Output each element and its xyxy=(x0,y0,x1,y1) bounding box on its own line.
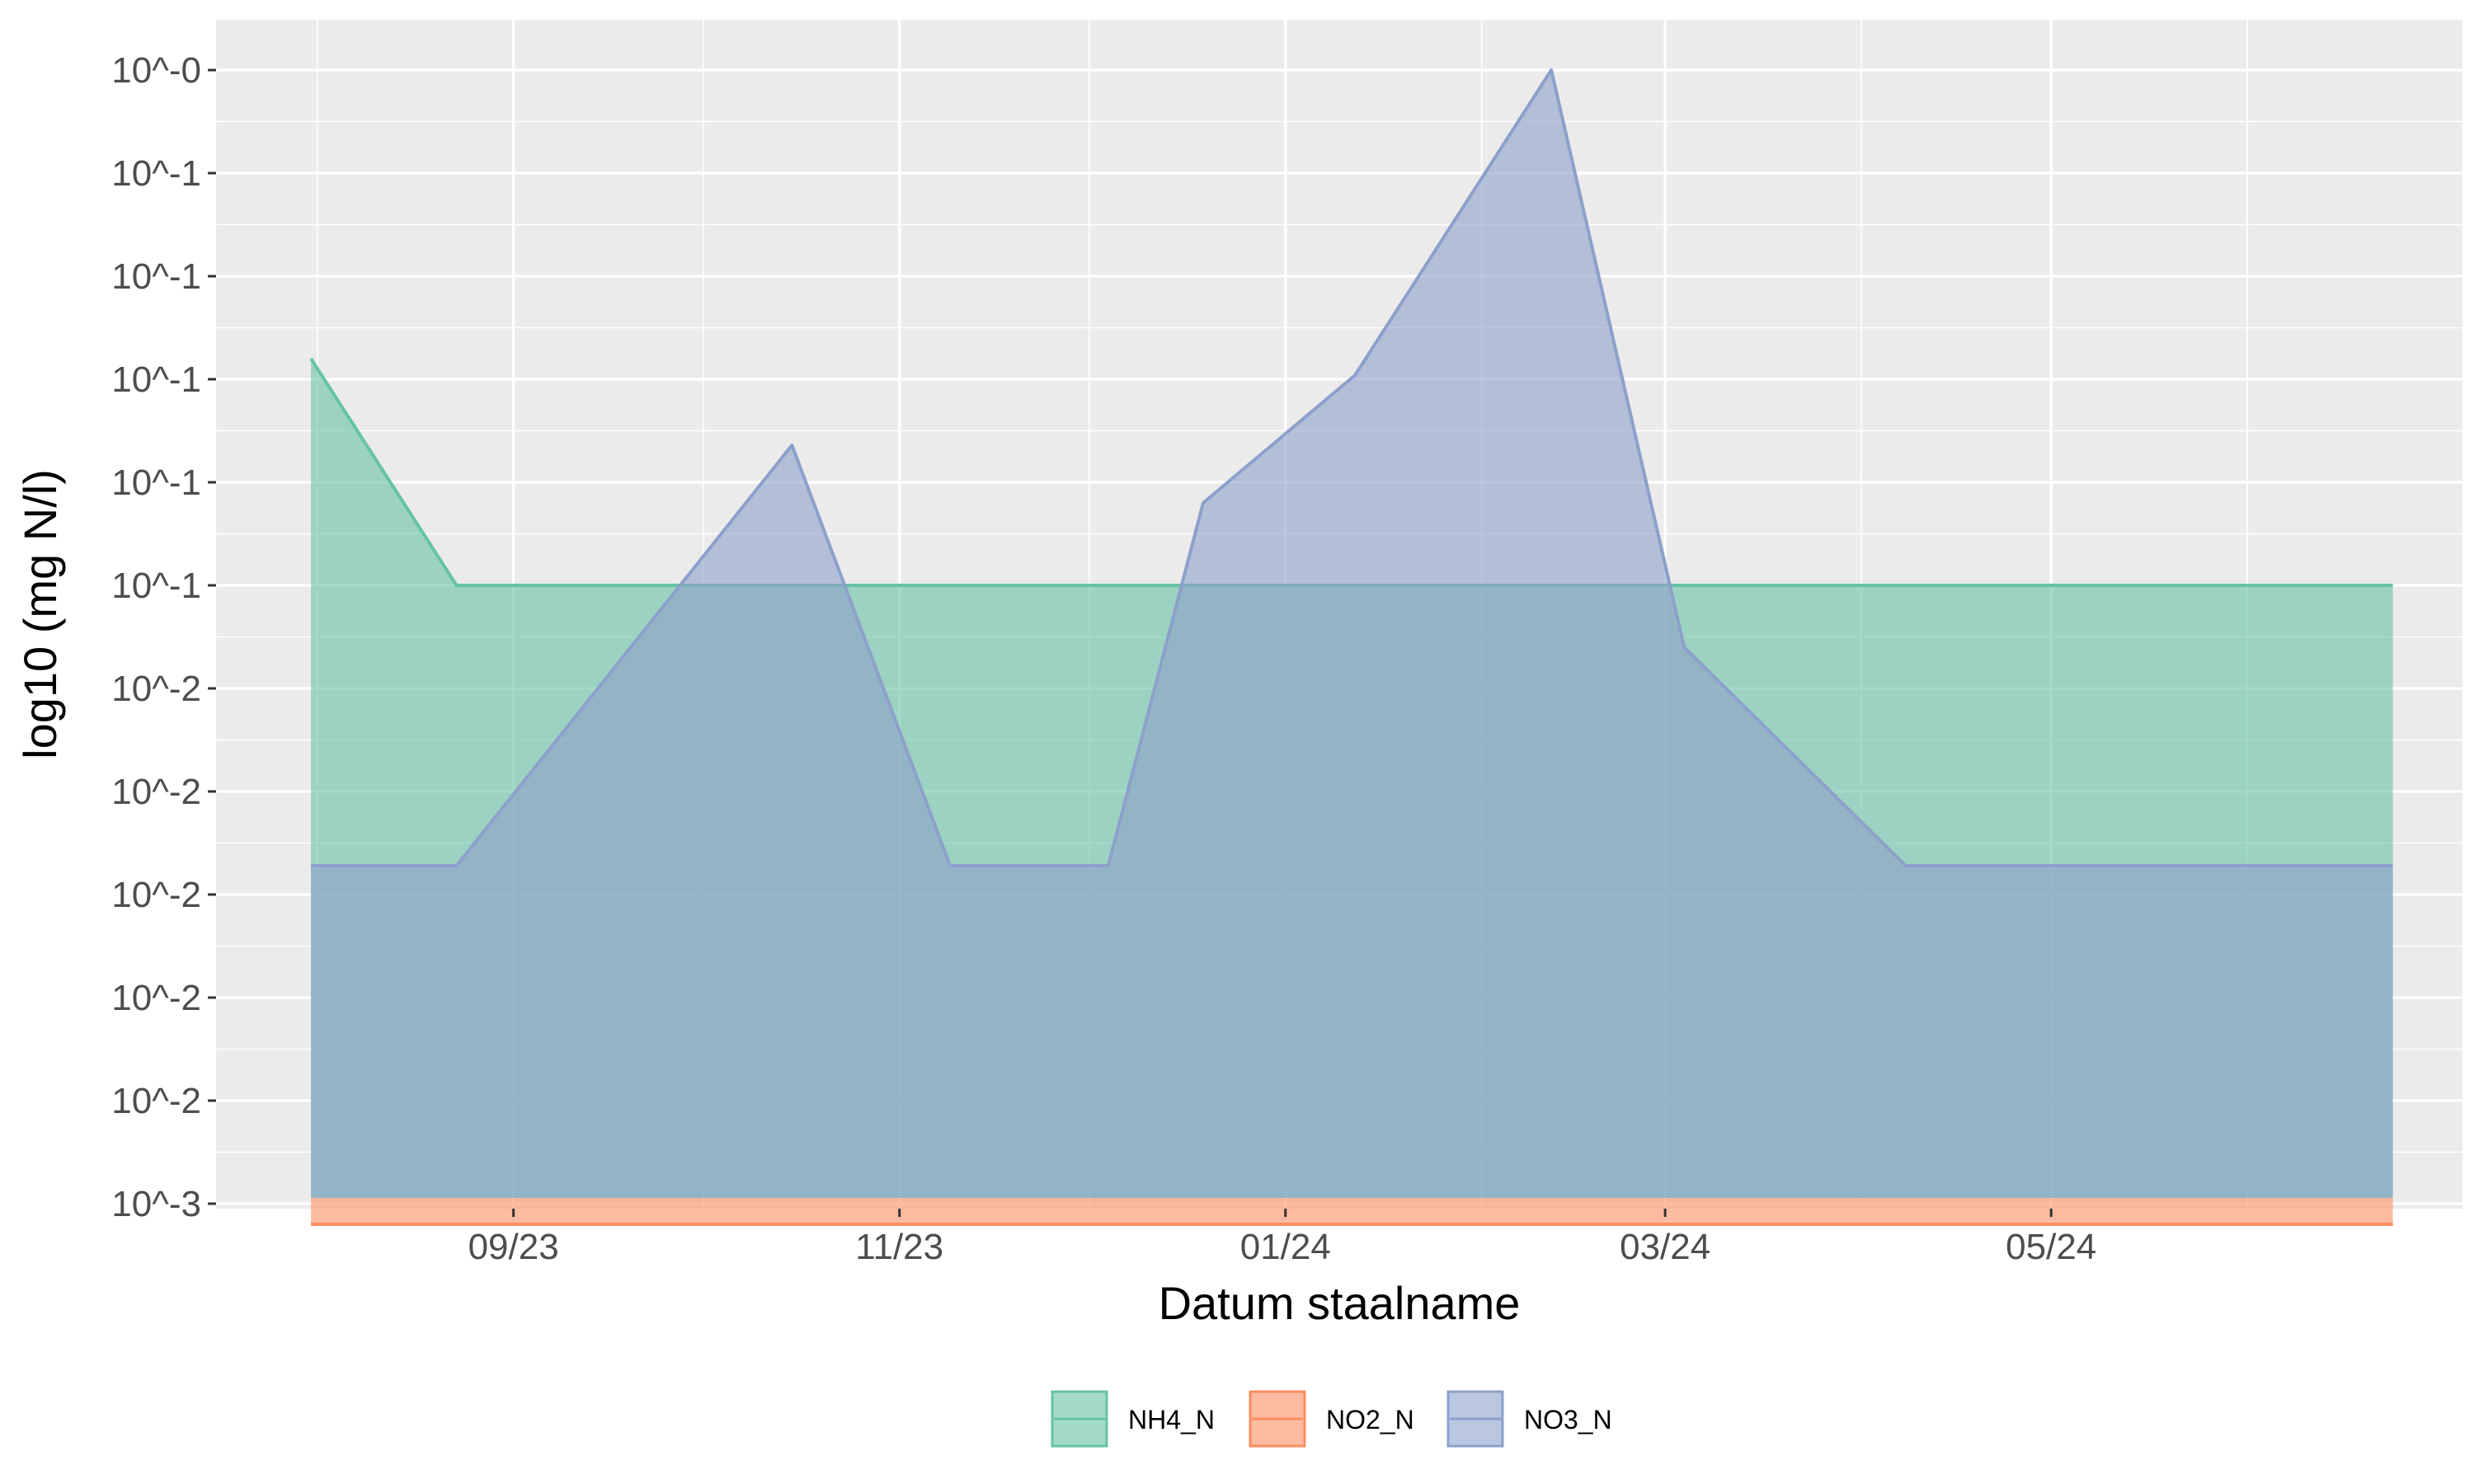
legend: NH4_N NO2_N NO3_N xyxy=(1051,1390,1612,1448)
y-tick-label: 10^-1 xyxy=(111,153,201,194)
y-tick-label: 10^-2 xyxy=(111,875,201,915)
x-tick-label: 01/24 xyxy=(1240,1227,1331,1267)
line-NH4_N xyxy=(309,357,2393,587)
areas xyxy=(309,68,2393,1226)
legend-label: NO2_N xyxy=(1326,1405,1414,1435)
y-tick-label: 10^-2 xyxy=(111,978,201,1018)
y-tick-label: 10^-3 xyxy=(111,1184,201,1224)
y-tick-label: 10^-2 xyxy=(111,669,201,709)
x-tick-label: 05/24 xyxy=(2006,1227,2096,1267)
line-NO3_N xyxy=(311,68,2393,867)
x-axis-title: Datum staalname xyxy=(1159,1277,1521,1329)
area-NO3_N xyxy=(311,70,2393,1198)
y-tick-label: 10^-2 xyxy=(111,772,201,812)
legend-item-NO2_N: NO2_N xyxy=(1249,1390,1414,1448)
legend-item-NO3_N: NO3_N xyxy=(1446,1390,1612,1448)
legend-label: NH4_N xyxy=(1128,1405,1215,1435)
y-tick-label: 10^-1 xyxy=(111,359,201,400)
legend-label: NO3_N xyxy=(1524,1405,1612,1435)
y-axis-title: log10 (mg N/l) xyxy=(14,469,66,759)
y-tick-label: 10^-1 xyxy=(111,256,201,297)
axes: 09/23 11/23 01/24 03/24 05/24 10^-0 10^-1 10^-1… xyxy=(111,50,2096,1267)
y-tick-label: 10^-1 xyxy=(111,463,201,503)
y-tick-label: 10^-1 xyxy=(111,566,201,606)
x-tick-label: 11/23 xyxy=(855,1227,943,1267)
area-NO2_N xyxy=(311,1198,2393,1224)
y-tick-label: 10^-0 xyxy=(111,50,201,91)
legend-item-NH4_N: NH4_N xyxy=(1051,1390,1215,1448)
x-tick-label: 09/23 xyxy=(468,1227,559,1267)
x-tick-label: 03/24 xyxy=(1620,1227,1710,1267)
y-tick-label: 10^-2 xyxy=(111,1081,201,1121)
